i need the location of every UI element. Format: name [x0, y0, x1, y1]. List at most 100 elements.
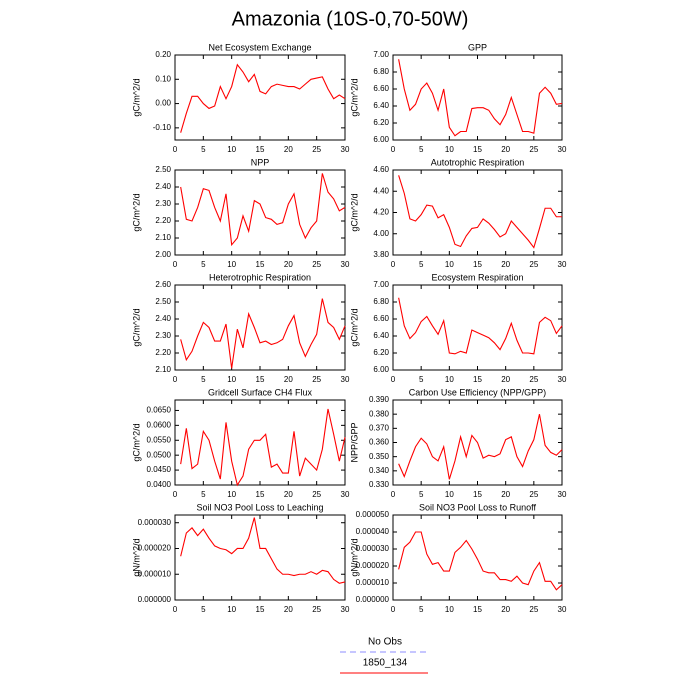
plot-frame — [174, 399, 346, 486]
y-tick-label: 2.10 — [155, 233, 171, 242]
x-tick-label: 10 — [445, 375, 454, 384]
x-tick-label: 10 — [227, 490, 236, 499]
y-tick-label: 0.10 — [155, 74, 171, 83]
y-axis-label: gC/m^2/d — [131, 423, 141, 461]
y-tick-label: 0.000000 — [356, 595, 390, 604]
x-tick-label: 20 — [284, 375, 293, 384]
y-tick-label: 6.20 — [373, 118, 389, 127]
y-tick-label: 0.0450 — [147, 465, 172, 474]
y-tick-label: 0.00 — [155, 99, 171, 108]
x-tick-label: 30 — [558, 260, 567, 269]
y-axis-label: gN/m^2/d — [131, 538, 141, 576]
plot-frame — [174, 514, 346, 601]
data-line — [180, 298, 346, 369]
y-tick-label: 4.20 — [373, 208, 389, 217]
legend-label: 1850_134 — [363, 658, 408, 669]
x-tick-label: 25 — [529, 375, 538, 384]
y-tick-label: 0.330 — [369, 480, 390, 489]
x-tick-label: 20 — [284, 260, 293, 269]
y-tick-label: 0.20 — [155, 50, 171, 59]
x-tick-label: 25 — [529, 145, 538, 154]
y-tick-label: 0.390 — [369, 395, 390, 404]
y-tick-label: 0.360 — [369, 438, 390, 447]
y-tick-label: 0.380 — [369, 409, 390, 418]
legend-label: No Obs — [368, 637, 402, 648]
y-axis-label: gC/m^2/d — [349, 78, 359, 116]
y-tick-label: 0.0400 — [147, 480, 172, 489]
data-line — [398, 175, 562, 249]
x-tick-label: 5 — [419, 145, 424, 154]
x-tick-label: 30 — [558, 490, 567, 499]
panel-title: Ecosystem Respiration — [431, 272, 523, 282]
x-tick-label: 25 — [529, 260, 538, 269]
y-tick-label: 4.40 — [373, 186, 389, 195]
panel: NPP gC/m^2/d 2.00 2.10 2.20 2.30 2.40 2.50 0 5 10 1… — [131, 157, 350, 269]
x-tick-label: 30 — [558, 605, 567, 614]
x-tick-label: 25 — [312, 490, 321, 499]
x-tick-label: 20 — [284, 490, 293, 499]
plot-frame — [392, 169, 563, 256]
x-tick-label: 10 — [445, 605, 454, 614]
x-tick-label: 15 — [473, 145, 482, 154]
x-tick-label: 20 — [501, 145, 510, 154]
y-tick-label: 2.40 — [155, 314, 171, 323]
y-tick-label: 0.0650 — [147, 406, 172, 415]
x-tick-label: 25 — [312, 375, 321, 384]
x-tick-label: 30 — [341, 145, 350, 154]
x-tick-label: 0 — [391, 145, 396, 154]
x-tick-label: 0 — [391, 490, 396, 499]
y-axis-label: gC/m^2/d — [349, 308, 359, 346]
x-tick-label: 15 — [256, 490, 265, 499]
y-tick-label: 0.350 — [369, 452, 390, 461]
data-line — [180, 517, 346, 584]
x-tick-label: 25 — [312, 145, 321, 154]
y-tick-label: 0.000050 — [356, 510, 390, 519]
panel: GPP gC/m^2/d 6.00 6.20 6.40 6.60 6.80 7.00 0 5 10 1… — [349, 42, 567, 154]
panel-title: NPP — [251, 157, 270, 167]
panel-title: Net Ecosystem Exchange — [208, 42, 311, 52]
x-tick-label: 15 — [473, 375, 482, 384]
y-tick-label: 4.00 — [373, 229, 389, 238]
x-tick-label: 5 — [419, 260, 424, 269]
y-tick-label: 0.0600 — [147, 420, 172, 429]
data-line — [398, 59, 563, 137]
y-tick-label: 7.00 — [373, 280, 389, 289]
plot-frame — [174, 284, 346, 371]
x-tick-label: 30 — [341, 260, 350, 269]
data-line — [398, 414, 563, 480]
x-tick-label: 5 — [201, 145, 206, 154]
y-tick-label: 0.000020 — [138, 544, 172, 553]
y-tick-label: 6.40 — [373, 331, 389, 340]
data-line — [398, 297, 563, 355]
panel: Soil NO3 Pool Loss to Leaching gN/m^2/d0.… — [131, 502, 350, 614]
panel: Heterotrophic Respiration gC/m^2/d 2.10 2.2… — [131, 272, 350, 384]
y-axis-label: NPP/GPP — [349, 422, 359, 462]
y-tick-label: 2.60 — [155, 280, 171, 289]
x-tick-label: 10 — [445, 145, 454, 154]
x-tick-label: 0 — [173, 145, 178, 154]
x-tick-label: 15 — [256, 375, 265, 384]
panel-title: Soil NO3 Pool Loss to Leaching — [196, 502, 323, 512]
x-tick-label: 20 — [284, 605, 293, 614]
data-line — [180, 173, 346, 247]
panel: Carbon Use Efficiency (NPP/GPP) NPP/GPP 0.… — [349, 387, 567, 499]
x-tick-label: 20 — [501, 490, 510, 499]
x-tick-label: 15 — [256, 605, 265, 614]
x-tick-label: 30 — [341, 375, 350, 384]
y-tick-label: 6.80 — [373, 67, 389, 76]
y-tick-label: 2.10 — [155, 365, 171, 374]
page-title: Amazonia (10S-0,70-50W) — [232, 8, 469, 30]
y-axis-label: gC/m^2/d — [131, 78, 141, 116]
x-tick-label: 10 — [227, 605, 236, 614]
plot-frame — [174, 169, 346, 256]
x-tick-label: 20 — [501, 375, 510, 384]
x-tick-label: 15 — [256, 260, 265, 269]
data-line — [180, 408, 346, 487]
y-tick-label: 6.40 — [373, 101, 389, 110]
y-tick-label: 2.30 — [155, 331, 171, 340]
y-tick-label: 6.60 — [373, 84, 389, 93]
y-tick-label: 6.20 — [373, 348, 389, 357]
x-tick-label: 0 — [173, 490, 178, 499]
x-tick-label: 10 — [227, 260, 236, 269]
